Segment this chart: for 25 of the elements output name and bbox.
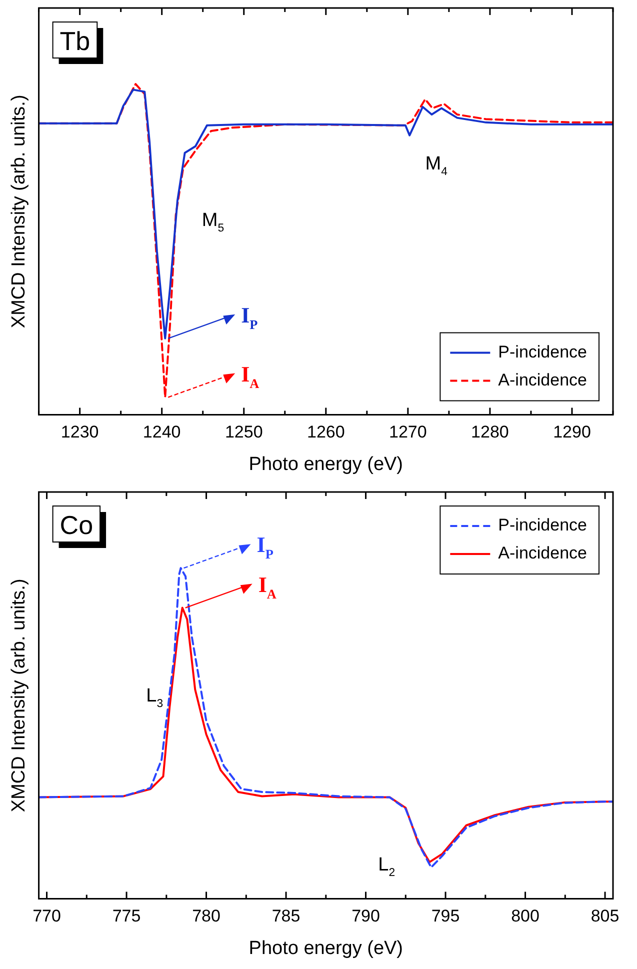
- x-tick-label: 785: [272, 906, 300, 926]
- x-tick-label: 1260: [306, 422, 345, 442]
- x-tick-label: 780: [192, 906, 220, 926]
- x-tick-label: 770: [32, 906, 61, 926]
- x-axis-title: Photo energy (eV): [248, 938, 403, 959]
- legend-label: P-incidence: [498, 342, 587, 362]
- x-tick-label: 1230: [60, 422, 99, 442]
- legend-label: A-incidence: [498, 544, 587, 563]
- x-tick-label: 1280: [471, 422, 509, 442]
- x-tick-label: 1290: [553, 422, 591, 442]
- x-axis-title: Photo energy (eV): [248, 454, 403, 475]
- legend-label: A-incidence: [498, 370, 587, 390]
- x-tick-label: 800: [511, 906, 540, 926]
- text: Co: [60, 510, 94, 540]
- x-tick-label: 795: [431, 906, 460, 926]
- x-tick-label: 805: [590, 906, 620, 926]
- x-tick-label: 1250: [224, 422, 263, 442]
- legend-label: P-incidence: [498, 516, 587, 535]
- x-tick-label: 1270: [389, 422, 427, 442]
- x-tick-label: 790: [352, 906, 380, 926]
- x-tick-label: 1240: [142, 422, 181, 442]
- text: Tb: [60, 26, 90, 56]
- x-tick-label: 775: [112, 906, 141, 926]
- y-axis-title: XMCD Intensity (arb. units.): [8, 578, 30, 812]
- y-axis-title: XMCD Intensity (arb. units.): [8, 94, 30, 328]
